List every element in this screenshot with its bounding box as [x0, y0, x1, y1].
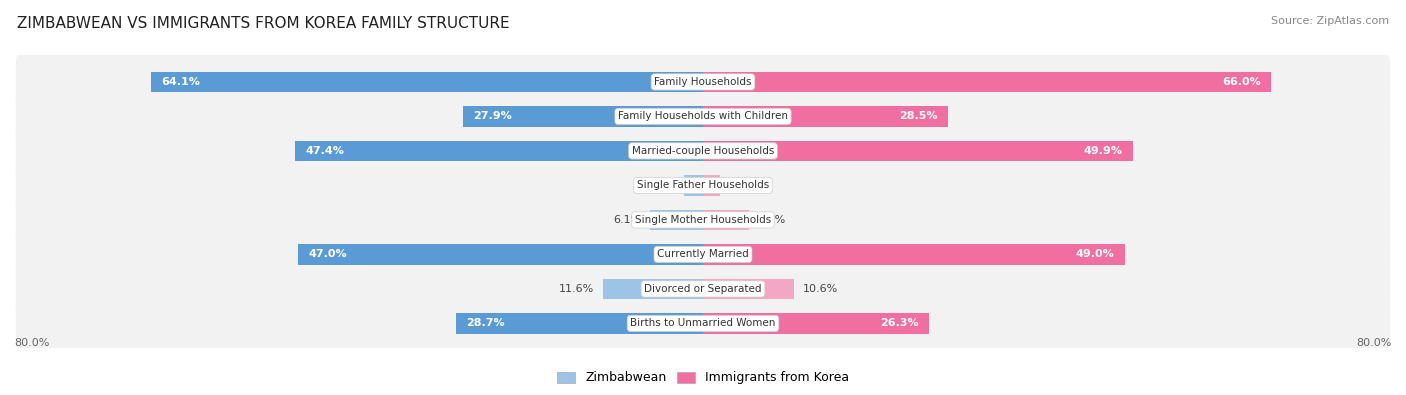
Text: 10.6%: 10.6% — [803, 284, 838, 294]
Bar — [295, 141, 703, 161]
FancyBboxPatch shape — [15, 124, 1391, 178]
Text: 11.6%: 11.6% — [560, 284, 595, 294]
Text: Family Households: Family Households — [654, 77, 752, 87]
Bar — [298, 244, 703, 265]
Bar — [703, 141, 1133, 161]
Text: Divorced or Separated: Divorced or Separated — [644, 284, 762, 294]
Text: 80.0%: 80.0% — [1357, 339, 1392, 348]
Text: Births to Unmarried Women: Births to Unmarried Women — [630, 318, 776, 329]
Bar — [703, 278, 794, 299]
Bar — [703, 71, 1271, 92]
Text: Source: ZipAtlas.com: Source: ZipAtlas.com — [1271, 16, 1389, 26]
Text: 5.3%: 5.3% — [758, 215, 786, 225]
Text: ZIMBABWEAN VS IMMIGRANTS FROM KOREA FAMILY STRUCTURE: ZIMBABWEAN VS IMMIGRANTS FROM KOREA FAMI… — [17, 16, 509, 31]
Bar — [651, 210, 703, 230]
Text: Single Father Households: Single Father Households — [637, 181, 769, 190]
Bar — [703, 210, 748, 230]
Text: 47.4%: 47.4% — [305, 146, 344, 156]
Text: 80.0%: 80.0% — [14, 339, 49, 348]
Bar — [685, 175, 703, 196]
Bar — [456, 313, 703, 334]
Text: 66.0%: 66.0% — [1222, 77, 1261, 87]
FancyBboxPatch shape — [15, 193, 1391, 247]
Text: 26.3%: 26.3% — [880, 318, 920, 329]
Text: 49.9%: 49.9% — [1084, 146, 1122, 156]
Text: 28.5%: 28.5% — [900, 111, 938, 121]
Bar — [603, 278, 703, 299]
Text: Married-couple Households: Married-couple Households — [631, 146, 775, 156]
Text: Currently Married: Currently Married — [657, 249, 749, 260]
Text: Single Mother Households: Single Mother Households — [636, 215, 770, 225]
Text: 6.1%: 6.1% — [613, 215, 643, 225]
Bar — [703, 175, 720, 196]
Bar — [703, 313, 929, 334]
Text: 2.2%: 2.2% — [647, 181, 675, 190]
FancyBboxPatch shape — [15, 158, 1391, 213]
Text: Family Households with Children: Family Households with Children — [619, 111, 787, 121]
Bar — [703, 244, 1125, 265]
FancyBboxPatch shape — [15, 90, 1391, 143]
FancyBboxPatch shape — [15, 262, 1391, 316]
Text: 28.7%: 28.7% — [467, 318, 505, 329]
Text: 2.0%: 2.0% — [728, 181, 758, 190]
FancyBboxPatch shape — [15, 297, 1391, 350]
Legend: Zimbabwean, Immigrants from Korea: Zimbabwean, Immigrants from Korea — [551, 367, 855, 389]
Bar — [150, 71, 703, 92]
Text: 49.0%: 49.0% — [1076, 249, 1115, 260]
Text: 27.9%: 27.9% — [472, 111, 512, 121]
Text: 47.0%: 47.0% — [308, 249, 347, 260]
Bar — [463, 106, 703, 127]
FancyBboxPatch shape — [15, 228, 1391, 281]
Bar — [703, 106, 949, 127]
FancyBboxPatch shape — [15, 55, 1391, 109]
Text: 64.1%: 64.1% — [162, 77, 200, 87]
